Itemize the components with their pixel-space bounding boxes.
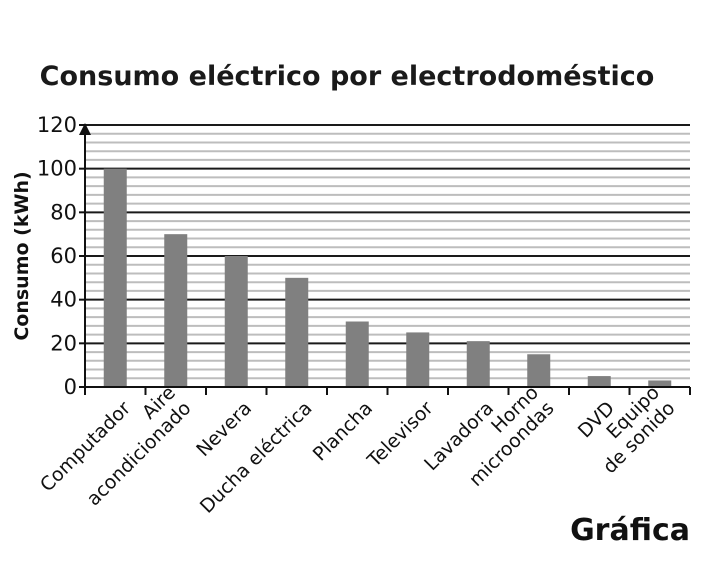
y-tick-label: 120 <box>37 113 77 137</box>
bar <box>587 376 611 387</box>
y-axis-arrow <box>79 123 91 135</box>
y-axis-label: Consumo (kWh) <box>11 171 33 340</box>
bar <box>466 341 490 387</box>
y-tick-label: 0 <box>64 375 77 399</box>
bar <box>648 380 672 387</box>
axes <box>79 123 691 395</box>
y-tick-label: 60 <box>50 244 77 268</box>
bars <box>103 168 672 387</box>
bar <box>164 234 188 387</box>
y-tick-labels: 0 20 40 60 80 100 120 <box>37 113 77 399</box>
x-tick-label-line: acondicionado <box>83 397 196 510</box>
bar <box>406 332 430 387</box>
y-tick-label: 100 <box>37 157 77 181</box>
chart-title: Consumo eléctrico por electrodoméstico <box>40 61 655 92</box>
x-tick-label: Ducha eléctrica <box>196 397 317 518</box>
bar <box>527 354 551 387</box>
y-tick-label: 80 <box>50 200 77 224</box>
bar <box>345 321 369 387</box>
y-tick-label: 20 <box>50 331 77 355</box>
bar <box>285 277 309 387</box>
figure-caption: Gráfica <box>570 513 690 548</box>
bar <box>224 256 248 387</box>
y-tick-label: 40 <box>50 288 77 312</box>
x-tick-label-line: Ducha eléctrica <box>196 397 317 518</box>
bar <box>103 168 127 387</box>
